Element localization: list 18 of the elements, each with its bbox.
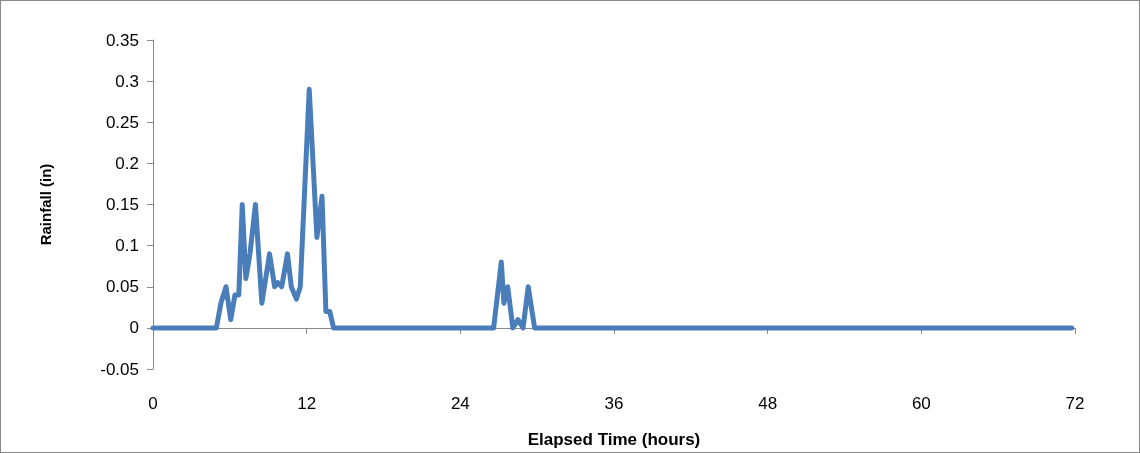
y-axis-title: Rainfall (in)	[37, 163, 54, 246]
y-tick-label: 0.35	[105, 30, 139, 50]
y-tick-label: 0.15	[105, 195, 139, 214]
y-tick-label: 0.1	[115, 236, 139, 256]
x-tick-label: 36	[604, 394, 624, 413]
x-tick-label: 60	[911, 394, 931, 413]
y-tick-label: 0	[129, 318, 139, 338]
x-tick-label: 48	[758, 394, 778, 413]
x-tick-label: 24	[450, 394, 470, 413]
y-tick-label: 0.25	[105, 112, 139, 132]
x-axis-title: Elapsed Time (hours)	[527, 430, 701, 449]
x-tick-label: 0	[148, 394, 158, 413]
x-tick-label: 12	[297, 394, 317, 413]
x-tick-label: 72	[1065, 394, 1085, 413]
y-tick-label: 0.05	[105, 277, 139, 297]
y-tick-label: -0.05	[100, 359, 139, 379]
y-tick-label: 0.2	[115, 153, 139, 173]
y-tick-label: 0.3	[115, 71, 139, 91]
